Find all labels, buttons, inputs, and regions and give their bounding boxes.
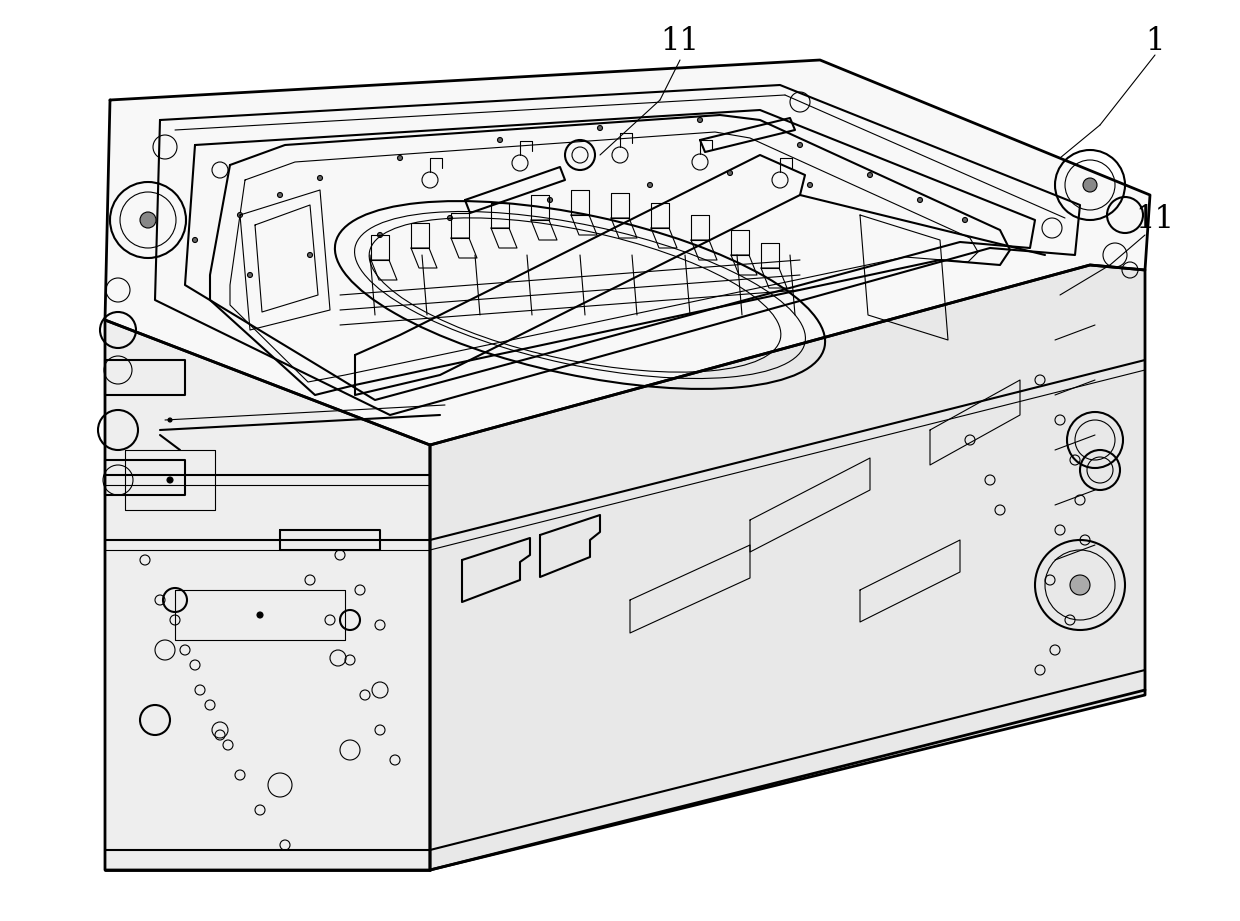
Text: 11: 11 xyxy=(661,27,699,57)
Circle shape xyxy=(647,182,652,188)
Polygon shape xyxy=(430,265,1145,870)
Circle shape xyxy=(918,197,923,203)
Circle shape xyxy=(398,156,403,160)
Circle shape xyxy=(962,217,967,223)
Circle shape xyxy=(1070,575,1090,595)
Circle shape xyxy=(278,192,283,197)
Circle shape xyxy=(167,477,174,483)
Circle shape xyxy=(728,170,733,176)
Circle shape xyxy=(807,182,812,188)
Text: 1: 1 xyxy=(1146,27,1164,57)
Circle shape xyxy=(192,238,197,242)
Circle shape xyxy=(167,418,172,422)
Circle shape xyxy=(248,273,253,277)
Circle shape xyxy=(868,172,873,178)
Circle shape xyxy=(238,213,243,217)
Circle shape xyxy=(548,197,553,203)
Circle shape xyxy=(317,176,322,181)
Circle shape xyxy=(797,143,802,147)
Circle shape xyxy=(1083,178,1097,192)
Circle shape xyxy=(308,252,312,258)
Text: 11: 11 xyxy=(1136,204,1174,236)
Circle shape xyxy=(140,212,156,228)
Circle shape xyxy=(598,125,603,131)
Polygon shape xyxy=(105,60,1149,445)
Circle shape xyxy=(448,216,453,220)
Circle shape xyxy=(257,612,263,618)
Circle shape xyxy=(497,137,502,143)
Circle shape xyxy=(377,232,382,238)
Polygon shape xyxy=(105,320,430,870)
Circle shape xyxy=(697,118,703,122)
